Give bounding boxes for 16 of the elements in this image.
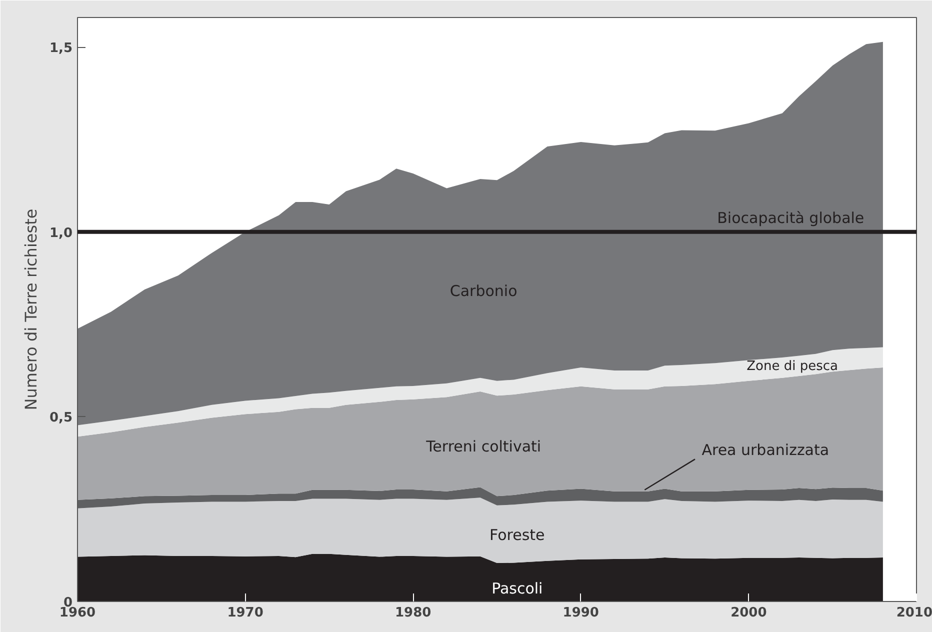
series-label: Area urbanizzata — [702, 440, 830, 459]
series-label: Carbonio — [450, 282, 518, 300]
x-tick-label: 1990 — [562, 606, 599, 620]
series-label: Terreni coltivati — [425, 437, 542, 456]
x-tick-label: 1970 — [227, 606, 264, 620]
y-axis-title: Numero di Terre richieste — [21, 208, 40, 410]
x-tick-label: 2000 — [730, 606, 767, 620]
x-tick-label: 1980 — [395, 606, 432, 620]
ref-line-label: Biocapacità globale — [717, 208, 864, 227]
y-tick-label: 1,0 — [49, 226, 72, 241]
series-label: Pascoli — [492, 580, 543, 598]
series-label: Zone di pesca — [746, 358, 838, 374]
x-tick-label: 2010 — [896, 606, 932, 620]
y-tick-label: 1,5 — [49, 41, 72, 56]
series-label: Foreste — [490, 526, 545, 544]
y-tick-label: 0,5 — [49, 410, 72, 426]
